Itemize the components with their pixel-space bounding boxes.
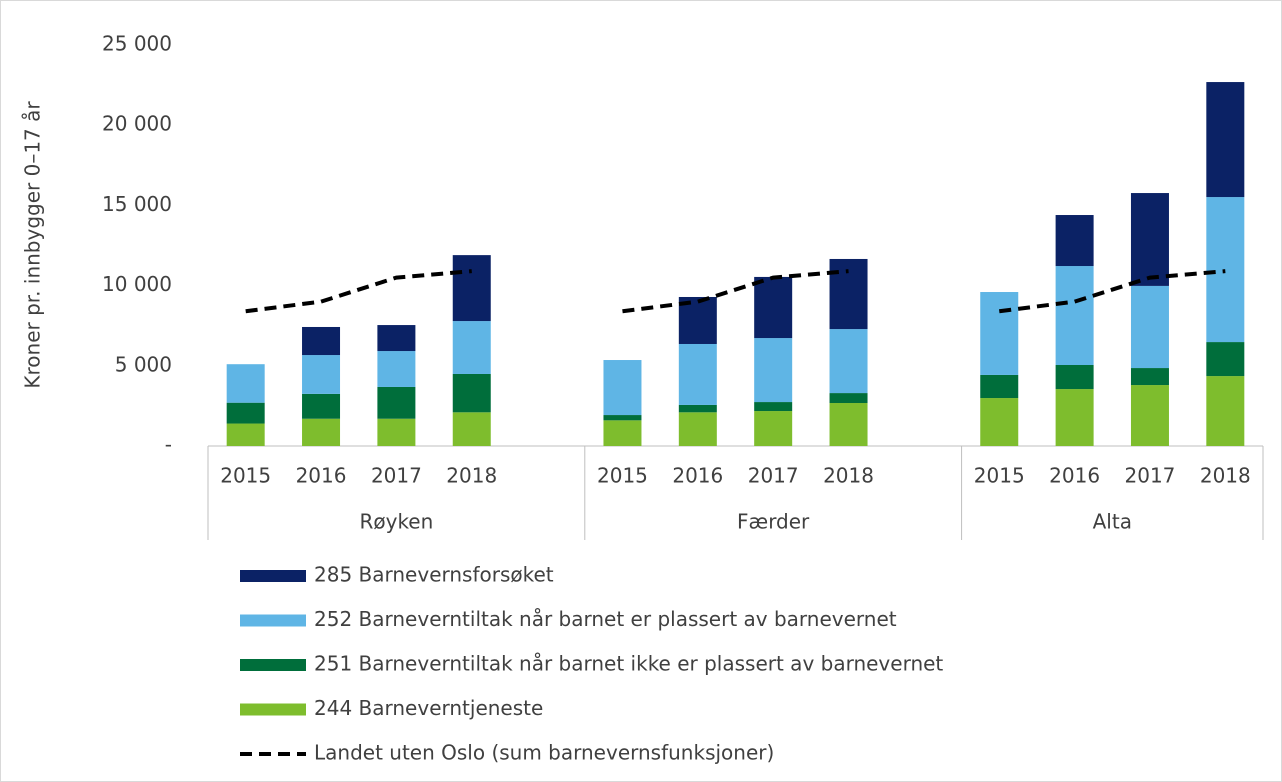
bar-segment — [754, 276, 793, 339]
bar-segment — [1206, 197, 1245, 343]
bar-segment — [452, 321, 491, 374]
x-tick-label: 2018 — [1200, 464, 1251, 488]
bar-segment — [452, 255, 491, 322]
bar-segment — [1130, 368, 1169, 386]
bar-segment — [226, 364, 265, 403]
y-tick-label: 25 000 — [102, 32, 172, 56]
x-tick-label: 2015 — [220, 464, 271, 488]
legend-swatch — [240, 703, 306, 716]
bar-segment — [980, 292, 1019, 375]
bar-segment — [302, 355, 341, 394]
bar-segment — [1055, 266, 1094, 365]
legend-swatch — [240, 614, 306, 627]
legend-label: 285 Barnevernsforsøket — [314, 563, 554, 587]
bar-segment — [302, 418, 341, 446]
bar-segment — [1130, 285, 1169, 369]
bar-segment — [1130, 385, 1169, 446]
x-tick-label: 2015 — [597, 464, 648, 488]
x-tick-label: 2016 — [1049, 464, 1100, 488]
bar-segment — [1055, 215, 1094, 267]
bar-segment — [829, 403, 868, 446]
line-series — [622, 269, 849, 314]
bar-segment — [980, 398, 1019, 446]
bar-segment — [302, 326, 341, 356]
legend-label: 244 Barneverntjeneste — [314, 696, 543, 720]
group-label: Færder — [737, 510, 810, 534]
x-tick-label: 2015 — [974, 464, 1025, 488]
legend-label: 251 Barneverntiltak når barnet ikke er p… — [314, 652, 943, 676]
legend-swatch — [240, 659, 306, 671]
bar-segment — [452, 373, 491, 413]
bar-segment — [377, 325, 416, 352]
bar-segment — [678, 412, 717, 446]
bar-segment — [754, 338, 793, 403]
bar-segment — [829, 329, 868, 394]
x-tick-label: 2016 — [672, 464, 723, 488]
line-series — [245, 269, 472, 314]
group-label: Røyken — [359, 510, 433, 534]
bar-segment — [1055, 389, 1094, 446]
bar-segment — [1206, 342, 1245, 377]
bar-segment — [226, 423, 265, 446]
bar-segment — [377, 386, 416, 419]
y-tick-label: 10 000 — [102, 272, 172, 296]
x-tick-label: 2017 — [748, 464, 799, 488]
bar-segment — [1130, 193, 1169, 286]
y-tick-label: 15 000 — [102, 192, 172, 216]
x-tick-label: 2017 — [371, 464, 422, 488]
bar-segment — [980, 374, 1019, 399]
bar-segment — [226, 402, 265, 424]
bar-segment — [829, 393, 868, 404]
bar-segment — [1055, 364, 1094, 390]
bar-segment — [678, 404, 717, 413]
x-tick-label: 2018 — [446, 464, 497, 488]
bar-segment — [754, 411, 793, 446]
x-tick-label: 2016 — [296, 464, 347, 488]
bar-segment — [603, 420, 642, 446]
bar-segment — [829, 258, 868, 330]
y-tick-label: 5 000 — [115, 352, 172, 376]
y-axis-label: Kroner pr. innbygger 0–17 år — [21, 101, 45, 389]
y-tick-label: - — [165, 433, 172, 457]
legend-swatch — [240, 570, 306, 582]
legend-label: Landet uten Oslo (sum barnevernsfunksjon… — [314, 741, 774, 765]
legend-label: 252 Barneverntiltak når barnet er plasse… — [314, 607, 897, 631]
bar-segment — [377, 418, 416, 446]
x-tick-label: 2017 — [1125, 464, 1176, 488]
bar-segment — [1206, 82, 1245, 198]
x-tick-label: 2018 — [823, 464, 874, 488]
line-series — [998, 269, 1226, 314]
bar-segment — [678, 343, 717, 405]
bar-segment — [603, 360, 642, 416]
y-tick-label: 20 000 — [102, 112, 172, 136]
bar-segment — [754, 402, 793, 412]
bar-segment — [1206, 376, 1245, 446]
bar-segment — [377, 351, 416, 387]
bar-segment — [302, 393, 341, 419]
bar-segment — [603, 415, 642, 421]
group-label: Alta — [1093, 510, 1132, 534]
bar-segment — [452, 412, 491, 446]
